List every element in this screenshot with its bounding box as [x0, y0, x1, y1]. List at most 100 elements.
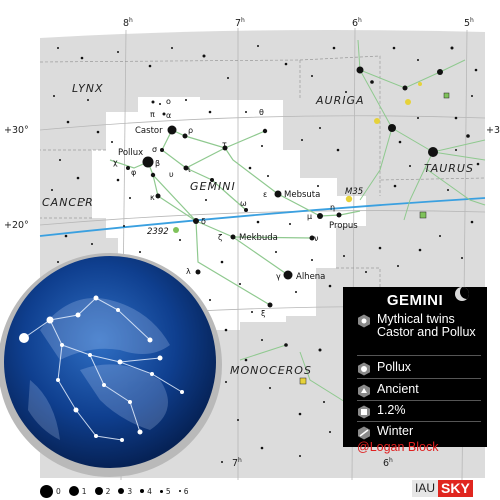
info-row-meaning: Mythical twins Castor and Pollux	[357, 313, 481, 338]
moon-icon	[455, 287, 469, 301]
ra-label-6h-bottom-sup: h	[389, 457, 393, 464]
logo-sky-text: SKY	[438, 479, 473, 497]
greek-upsilon: υ	[169, 170, 174, 179]
season-icon	[358, 426, 370, 440]
greek-tau: τ	[222, 140, 227, 149]
info-separator	[357, 355, 481, 356]
gemini-globe-illustration	[0, 253, 222, 477]
dec-label-20: +20°	[4, 220, 29, 231]
info-origin: Ancient	[377, 382, 419, 396]
label-alhena: Alhena	[296, 272, 325, 282]
label-auriga: AURIGA	[315, 94, 365, 107]
label-m35: M35	[345, 187, 363, 197]
info-title: GEMINI	[386, 292, 444, 309]
label-ngc2392: 2392	[147, 227, 169, 237]
label-gemini: GEMINI	[190, 180, 236, 193]
info-separator	[357, 378, 481, 379]
greek-zeta: ζ	[218, 233, 222, 242]
legend-dot	[178, 490, 181, 492]
info-panel: GEMINI Mythical twins Castor and Pollux …	[343, 287, 487, 447]
svg-text:5h: 5h	[464, 17, 474, 29]
brightest-star-icon	[358, 362, 370, 376]
greek-gamma: γ	[276, 272, 281, 281]
ra-label-5h: 5	[464, 18, 470, 29]
legend-dot	[159, 489, 163, 493]
greek-nu: ν	[314, 234, 319, 243]
ra-label-7h-sup: h	[241, 17, 245, 24]
legend-item-mag-5: 5	[159, 486, 171, 496]
greek-rho: ρ	[188, 126, 193, 135]
info-season: Winter	[377, 424, 414, 438]
dec-label-30-right: +30°	[486, 125, 500, 136]
greek-omicron: o	[166, 97, 171, 106]
greek-phi: φ	[131, 168, 136, 177]
legend-item-mag-4: 4	[140, 487, 152, 496]
origin-icon	[358, 384, 370, 398]
iau-sky-logo: IAU SKY	[412, 479, 473, 497]
legend-dot	[40, 484, 53, 498]
legend-item-mag-2: 2	[94, 486, 111, 496]
greek-alpha: α	[166, 111, 171, 120]
ecliptic-line	[39, 197, 486, 237]
ra-label-8h: 8	[123, 18, 129, 29]
greek-letters: α β γ δ ε ζ η θ ι κ λ μ ν ξ o π ρ σ τ υ …	[113, 97, 335, 318]
info-row-area: 1.2%	[357, 404, 481, 419]
ra-label-5h-sup: h	[470, 17, 474, 24]
label-taurus: TAURUS	[424, 162, 474, 175]
greek-kappa: κ	[150, 193, 155, 202]
greek-omega: ω	[240, 199, 247, 208]
label-monoceros: MONOCEROS	[230, 364, 312, 377]
legend-label: 1	[81, 486, 87, 496]
greek-pi: π	[150, 110, 155, 119]
legend-label: 6	[183, 486, 189, 496]
svg-text:7h: 7h	[235, 17, 245, 29]
legend-item-mag-0: 0	[40, 484, 61, 498]
ra-label-7h: 7	[235, 18, 241, 29]
greek-iota: ι	[188, 165, 191, 174]
svg-text:6h: 6h	[352, 17, 362, 29]
info-separator	[357, 400, 481, 401]
label-mekbuda: Mekbuda	[239, 233, 278, 243]
label-pollux: Pollux	[118, 148, 143, 158]
dec-labels: +30° +20° +30°	[4, 125, 500, 231]
greek-eta: η	[330, 203, 335, 212]
magnitude-legend: 0 1 2 3 4 5 6	[40, 484, 196, 498]
greek-delta: δ	[201, 217, 206, 226]
info-row-origin: Ancient	[357, 383, 481, 398]
ra-labels: 8h 7h 6h 5h 7h 6h	[123, 17, 474, 469]
legend-label: 3	[127, 486, 133, 496]
ra-label-7h-bottom: 7	[232, 458, 238, 469]
label-lynx: LYNX	[72, 82, 104, 95]
legend-item-mag-6: 6	[178, 486, 189, 496]
greek-xi: ξ	[261, 309, 265, 318]
legend-item-mag-3: 3	[118, 487, 132, 496]
info-sky-area: 1.2%	[377, 403, 406, 417]
label-mebsuta: Mebsuta	[284, 190, 320, 200]
constellation-boundaries	[39, 55, 486, 300]
deep-sky-markers	[173, 82, 450, 385]
greek-sigma: σ	[152, 145, 157, 154]
figure-hexagon-icon	[358, 314, 370, 328]
greek-epsilon: ε	[263, 190, 267, 199]
legend-dot	[68, 486, 79, 496]
greek-chi: χ	[113, 158, 118, 167]
greek-theta: θ	[259, 108, 264, 117]
legend-label: 5	[165, 486, 171, 496]
svg-text:6h: 6h	[383, 457, 393, 469]
legend-dot	[118, 488, 125, 494]
greek-lambda: λ	[186, 267, 191, 276]
label-castor: Castor	[135, 126, 163, 136]
legend-label: 2	[105, 486, 111, 496]
info-row-brightest: Pollux	[357, 361, 481, 376]
info-separator	[357, 421, 481, 422]
gemini-stick-figure	[109, 129, 361, 306]
ra-label-7h-bottom-sup: h	[238, 457, 242, 464]
legend-item-mag-1: 1	[68, 486, 87, 496]
svg-text:8h: 8h	[123, 17, 133, 29]
info-meaning: Mythical twins Castor and Pollux	[377, 312, 476, 339]
legend-label: 4	[147, 486, 152, 496]
credit-watermark: @Logan Block	[357, 440, 439, 454]
svg-text:7h: 7h	[232, 457, 242, 469]
logo-iau-text: IAU	[412, 479, 439, 497]
